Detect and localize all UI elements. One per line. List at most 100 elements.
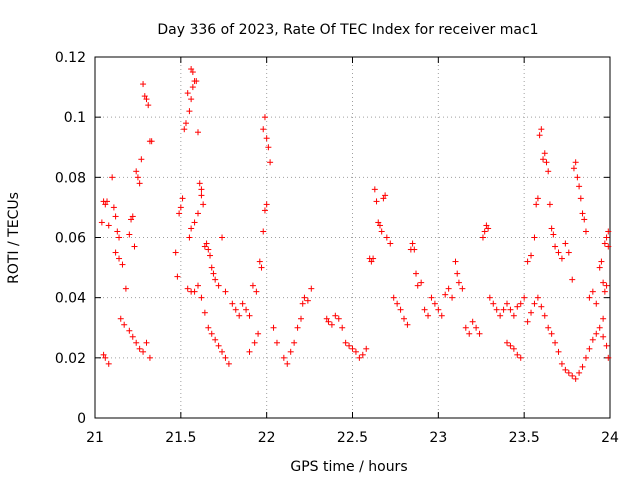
data-point xyxy=(596,264,603,271)
y-tick-label: 0.04 xyxy=(55,291,86,307)
data-point xyxy=(126,327,133,334)
data-point xyxy=(593,330,600,337)
data-point xyxy=(222,354,229,361)
data-point xyxy=(605,243,612,250)
data-point xyxy=(528,309,535,316)
data-point xyxy=(189,84,196,91)
data-point xyxy=(146,354,153,361)
data-point xyxy=(188,225,195,232)
data-point xyxy=(581,216,588,223)
data-point xyxy=(249,282,256,289)
data-point xyxy=(543,159,550,166)
data-point xyxy=(198,192,205,199)
data-point xyxy=(504,300,510,307)
data-point xyxy=(349,345,356,352)
data-point xyxy=(485,225,492,232)
data-point xyxy=(134,174,141,181)
y-tick-label: 0.08 xyxy=(55,170,86,186)
data-point xyxy=(208,330,215,337)
data-point xyxy=(454,270,461,277)
data-point xyxy=(401,315,407,322)
data-point xyxy=(387,240,394,247)
data-point xyxy=(533,201,540,208)
data-point xyxy=(291,339,298,346)
data-point xyxy=(428,294,435,301)
data-point xyxy=(186,234,193,241)
data-point xyxy=(186,108,193,115)
data-point xyxy=(574,174,581,181)
data-point xyxy=(172,249,179,256)
y-tick-label: 0.06 xyxy=(55,231,86,247)
data-point xyxy=(267,159,274,166)
data-point xyxy=(98,219,105,226)
data-point xyxy=(141,93,148,100)
data-point xyxy=(565,249,572,256)
data-point xyxy=(105,360,112,367)
data-point xyxy=(600,279,607,286)
data-point xyxy=(558,255,565,262)
data-point xyxy=(409,240,416,247)
data-point xyxy=(404,321,411,328)
data-point xyxy=(413,270,420,277)
data-point xyxy=(598,258,605,265)
y-tick-label: 0.1 xyxy=(64,110,86,126)
data-point xyxy=(490,300,497,307)
data-point xyxy=(483,222,490,229)
y-tick-label: 0.12 xyxy=(55,50,86,66)
data-point xyxy=(219,348,226,355)
data-point xyxy=(105,222,112,229)
data-point xyxy=(198,186,205,193)
data-point xyxy=(116,255,123,262)
data-point xyxy=(298,315,304,322)
data-point xyxy=(382,192,389,199)
data-point xyxy=(586,294,593,301)
data-point xyxy=(552,339,559,346)
data-point xyxy=(196,180,203,187)
data-point xyxy=(469,318,476,325)
data-point xyxy=(116,234,123,241)
x-tick-label: 22 xyxy=(258,430,276,446)
data-point xyxy=(378,228,385,235)
data-point xyxy=(565,369,572,376)
data-point xyxy=(589,336,596,343)
data-point xyxy=(504,339,510,346)
data-point xyxy=(294,324,301,331)
data-point xyxy=(550,231,557,238)
chart-title: Day 336 of 2023, Rate Of TEC Index for r… xyxy=(157,22,538,38)
data-point xyxy=(256,258,263,265)
data-point xyxy=(184,285,191,292)
data-point xyxy=(140,81,147,88)
data-point xyxy=(603,342,610,349)
data-point xyxy=(548,225,555,232)
data-point xyxy=(198,294,205,301)
data-point xyxy=(342,339,349,346)
data-point xyxy=(601,288,608,295)
data-point xyxy=(545,324,552,331)
data-point xyxy=(462,324,469,331)
data-point xyxy=(246,348,253,355)
data-point xyxy=(425,312,432,319)
data-point xyxy=(215,282,222,289)
x-axis-label: GPS time / hours xyxy=(290,459,407,475)
data-point xyxy=(359,351,366,358)
data-point xyxy=(421,306,428,313)
data-point xyxy=(195,129,201,136)
data-point xyxy=(131,243,138,250)
data-point xyxy=(534,294,541,301)
data-point xyxy=(576,369,583,376)
data-point-layer xyxy=(98,66,612,382)
data-point xyxy=(601,240,608,247)
y-axis-label: ROTI / TECUs xyxy=(6,192,22,284)
data-point xyxy=(251,339,258,346)
data-point xyxy=(136,345,143,352)
data-point xyxy=(193,78,200,85)
data-point xyxy=(579,363,586,370)
data-point xyxy=(600,315,607,322)
data-point xyxy=(129,333,136,340)
data-point xyxy=(121,321,128,328)
data-point xyxy=(603,282,610,289)
data-point xyxy=(572,159,579,166)
data-point xyxy=(600,333,607,340)
data-point xyxy=(375,219,382,226)
